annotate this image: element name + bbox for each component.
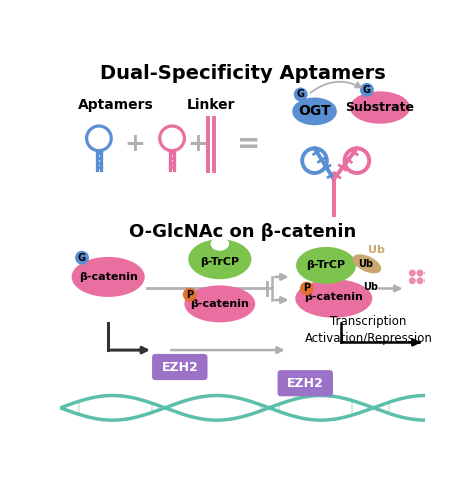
Circle shape	[417, 270, 423, 276]
Circle shape	[294, 88, 308, 102]
Circle shape	[360, 83, 374, 97]
Ellipse shape	[295, 279, 372, 318]
Text: +: +	[187, 132, 208, 156]
Text: G: G	[78, 253, 86, 262]
Text: Substrate: Substrate	[346, 101, 414, 114]
Text: Aptamers: Aptamers	[78, 98, 154, 112]
Ellipse shape	[72, 257, 145, 297]
Circle shape	[424, 270, 431, 276]
Text: β-catenin: β-catenin	[304, 292, 363, 302]
Ellipse shape	[353, 254, 381, 274]
Text: Ub: Ub	[358, 259, 373, 269]
Ellipse shape	[184, 285, 255, 322]
Text: Dual-Specificity Aptamers: Dual-Specificity Aptamers	[100, 64, 386, 83]
Text: β-catenin: β-catenin	[191, 299, 249, 309]
Text: β-catenin: β-catenin	[79, 272, 137, 282]
Text: OGT: OGT	[298, 104, 331, 118]
Ellipse shape	[350, 91, 410, 124]
Ellipse shape	[292, 98, 337, 125]
Ellipse shape	[296, 247, 356, 284]
Circle shape	[417, 277, 423, 284]
Circle shape	[75, 251, 89, 264]
Text: EZH2: EZH2	[287, 376, 324, 390]
Text: P: P	[303, 284, 310, 294]
Text: G: G	[297, 90, 305, 100]
Ellipse shape	[210, 237, 229, 251]
Text: O-GlcNAc on β-catenin: O-GlcNAc on β-catenin	[129, 223, 356, 241]
FancyBboxPatch shape	[278, 370, 333, 396]
Text: +: +	[125, 132, 146, 156]
Text: G: G	[363, 85, 371, 95]
Text: =: =	[237, 130, 261, 158]
Text: EZH2: EZH2	[162, 361, 198, 374]
Text: Transcription
Activation/Repression: Transcription Activation/Repression	[304, 316, 432, 345]
Circle shape	[300, 282, 314, 296]
Text: Ub: Ub	[363, 282, 378, 292]
Circle shape	[183, 288, 197, 302]
Ellipse shape	[188, 239, 251, 279]
Text: Linker: Linker	[186, 98, 235, 112]
Text: P: P	[186, 290, 193, 300]
Text: β-TrCP: β-TrCP	[200, 257, 239, 266]
FancyBboxPatch shape	[152, 354, 208, 380]
Text: β-TrCP: β-TrCP	[307, 261, 346, 270]
Circle shape	[424, 277, 431, 284]
Circle shape	[409, 270, 416, 276]
Circle shape	[409, 277, 416, 284]
Text: Ub: Ub	[368, 245, 384, 255]
